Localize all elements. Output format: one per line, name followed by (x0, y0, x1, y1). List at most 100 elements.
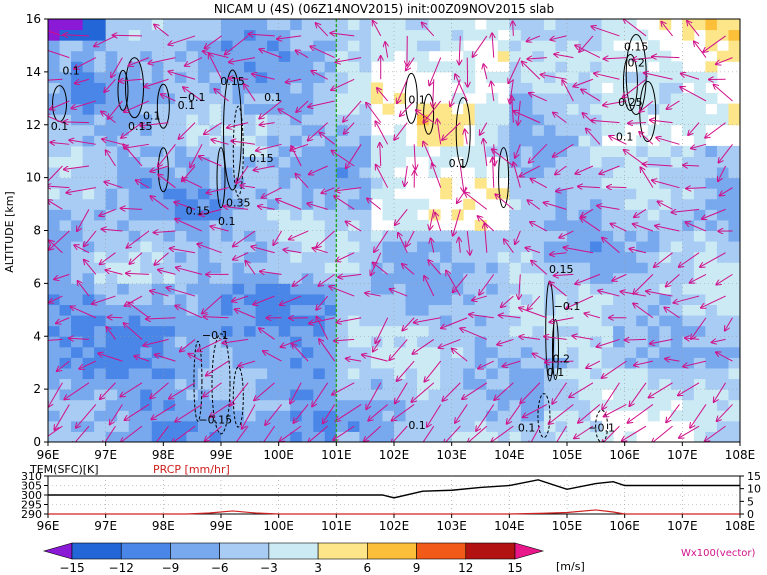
shading-cell (163, 262, 176, 274)
shading-cell (221, 251, 234, 263)
shading-cell (728, 198, 740, 210)
shading-cell (578, 135, 591, 147)
wind-vector (259, 328, 275, 340)
wind-vector (125, 404, 150, 420)
shading-cell (209, 399, 222, 411)
shading-cell (578, 230, 591, 242)
shading-cell (267, 219, 280, 231)
wind-vector (229, 78, 249, 79)
shading-cell (451, 135, 464, 147)
shading-cell (613, 315, 626, 327)
shading-cell (497, 315, 510, 327)
shading-cell (324, 420, 337, 432)
shading-cell (624, 198, 637, 210)
shading-cell (578, 325, 591, 337)
wind-vector (154, 25, 169, 37)
shading-cell (94, 262, 107, 274)
shading-cell (278, 346, 291, 358)
shading-cell (59, 40, 72, 52)
shading-cell (267, 19, 280, 31)
shading-cell (174, 40, 187, 52)
shading-cell (290, 177, 303, 189)
wind-vector (661, 22, 673, 37)
shading-cell (290, 325, 303, 337)
shading-cell (347, 251, 360, 263)
shading-cell (232, 50, 245, 62)
wind-vector (276, 199, 302, 210)
shading-cell (728, 293, 740, 306)
wind-vector (591, 26, 620, 37)
shading-cell (716, 283, 729, 295)
shading-cell (209, 336, 222, 348)
shading-cell (659, 209, 672, 221)
shading-cell (347, 389, 360, 401)
shading-cell (290, 431, 303, 442)
shading-cell (140, 304, 153, 316)
shading-cell (151, 346, 164, 358)
shading-cell (48, 251, 61, 263)
shading-cell (370, 272, 383, 284)
wind-vector (364, 425, 382, 441)
shading-cell (555, 61, 568, 73)
shading-cell (359, 262, 372, 274)
shading-cell (290, 188, 303, 200)
shading-cell (267, 198, 280, 210)
shading-cell (197, 93, 210, 105)
shading-cell (532, 230, 545, 242)
shading-cell (670, 82, 683, 94)
wind-vector (336, 404, 362, 420)
wind-vector (531, 179, 548, 189)
shading-cell (370, 346, 383, 358)
shading-cell (128, 61, 141, 73)
shading-cell (140, 82, 153, 94)
shading-cell (105, 431, 118, 442)
shading-cell (716, 19, 729, 31)
shading-cell (140, 209, 153, 221)
shading-cell (221, 283, 234, 295)
shading-cell (509, 198, 522, 210)
shading-cell (497, 40, 510, 52)
shading-cell (82, 357, 95, 369)
shading-cell (520, 420, 533, 432)
shading-cell (555, 272, 568, 284)
shading-cell (267, 336, 280, 348)
shading-cell (209, 367, 222, 380)
wind-vector (520, 382, 541, 403)
shading-cell (174, 167, 187, 179)
shading-cell (221, 71, 234, 83)
shading-cell (151, 82, 164, 94)
shading-cell (486, 71, 499, 83)
wind-vector (202, 295, 222, 314)
shading-cell (578, 198, 591, 210)
shading-cell (301, 209, 314, 221)
shading-cell (255, 177, 268, 189)
wind-vector (554, 274, 574, 275)
shading-cell (405, 29, 418, 41)
shading-cell (301, 420, 314, 432)
lower-left-tick-label: 305 (21, 480, 42, 493)
shading-cell (128, 156, 141, 168)
shading-cell (405, 198, 418, 210)
shading-cell (382, 315, 395, 327)
wind-vector (174, 202, 196, 210)
contour-label: 0.2 (627, 57, 645, 70)
wind-vector (654, 252, 673, 267)
wind-vector (205, 425, 222, 441)
wind-vector (530, 222, 548, 232)
shading-cell (151, 251, 164, 263)
shading-cell (59, 272, 72, 284)
shading-cell (48, 431, 61, 442)
shading-cell (728, 114, 740, 126)
shading-cell (394, 198, 407, 210)
wind-vector (233, 230, 256, 246)
shading-cell (301, 378, 314, 390)
wind-vector (402, 317, 415, 331)
shading-cell (301, 410, 314, 422)
wind-vector (646, 291, 673, 297)
shading-cell (543, 103, 556, 115)
shading-cell (267, 50, 280, 62)
shading-cell (716, 399, 729, 411)
lower-x-tick-label: 104E (494, 519, 525, 533)
shading-cell (359, 103, 372, 115)
shading-cell (324, 315, 337, 327)
